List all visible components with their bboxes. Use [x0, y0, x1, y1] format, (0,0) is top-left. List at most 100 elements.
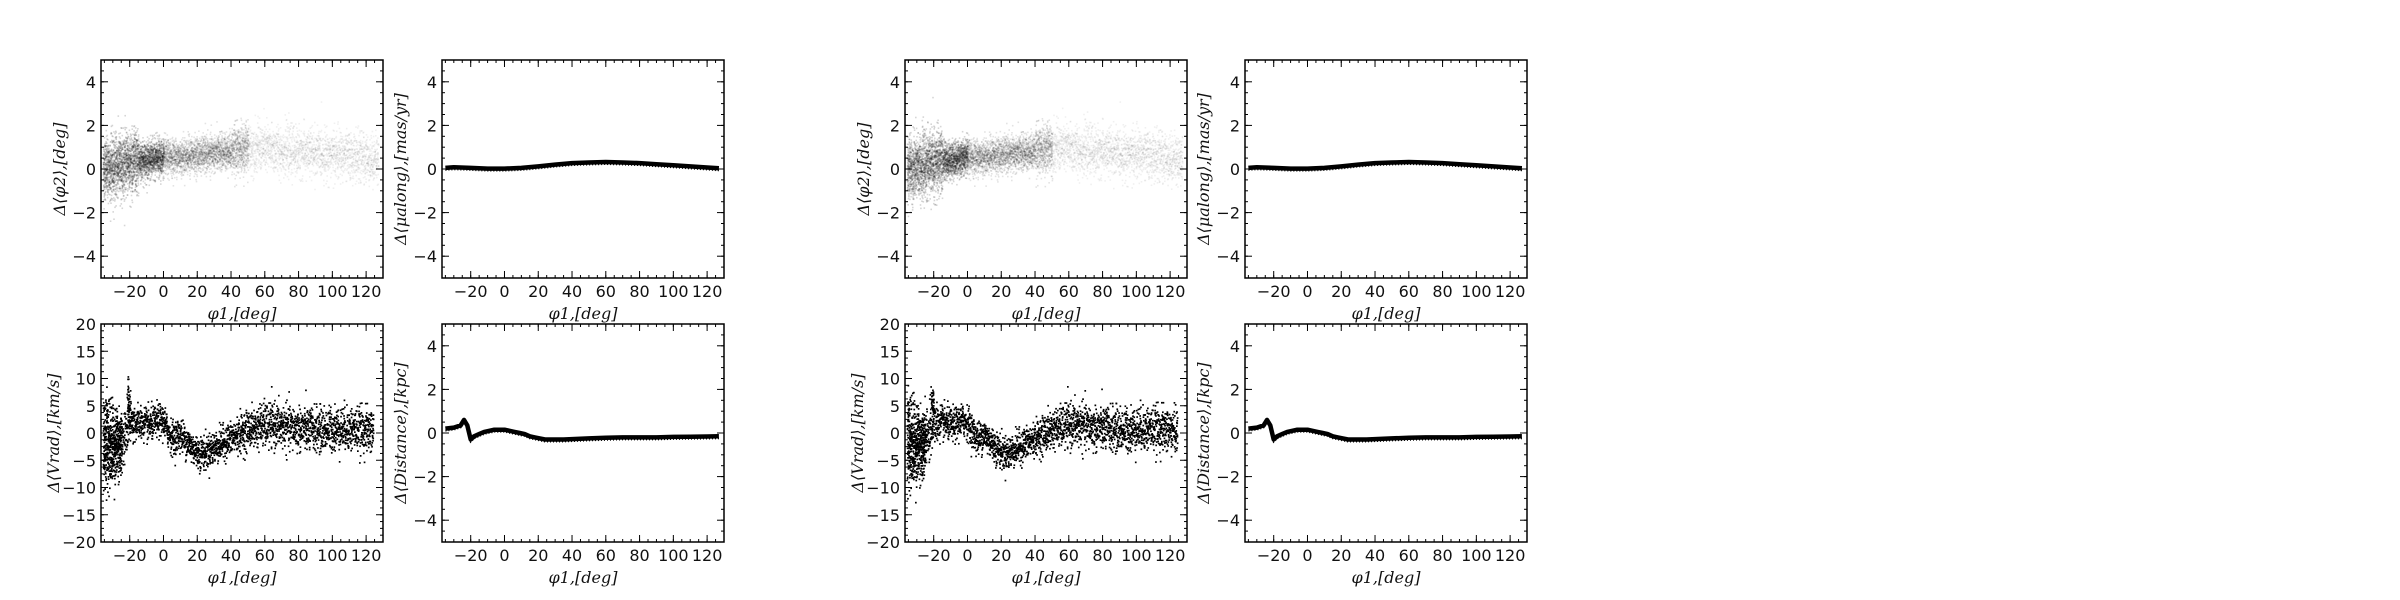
data-point — [146, 163, 149, 165]
data-point — [112, 162, 115, 164]
data-point — [181, 157, 184, 159]
data-point — [156, 135, 159, 137]
data-point — [143, 156, 145, 159]
data-point — [190, 149, 192, 152]
data-point — [153, 157, 155, 160]
data-point — [108, 149, 111, 152]
data-point — [103, 144, 106, 147]
data-point — [154, 158, 157, 160]
data-point — [161, 163, 163, 166]
data-point — [150, 149, 153, 151]
data-point — [115, 146, 118, 148]
data-point — [159, 168, 162, 171]
data-point — [149, 164, 151, 166]
data-point — [128, 155, 130, 158]
data-point — [114, 190, 117, 193]
data-point — [116, 172, 119, 175]
data-point — [157, 165, 159, 167]
data-point — [158, 149, 160, 151]
data-point — [192, 163, 195, 166]
data-point — [133, 173, 136, 176]
data-point — [180, 144, 183, 147]
data-point — [215, 147, 217, 150]
data-point — [223, 146, 225, 149]
data-point — [139, 167, 141, 170]
data-point — [134, 184, 137, 186]
data-point — [135, 180, 138, 182]
data-point — [156, 145, 158, 148]
data-point — [196, 158, 199, 160]
data-point — [172, 159, 175, 161]
data-point — [129, 180, 131, 183]
data-point — [157, 137, 159, 140]
data-point — [134, 154, 136, 157]
data-point — [186, 159, 188, 162]
data-point — [145, 147, 147, 150]
data-point — [141, 145, 143, 147]
data-point — [129, 205, 131, 208]
data-point — [208, 151, 210, 153]
data-point — [151, 160, 153, 162]
data-point — [104, 198, 107, 201]
data-point — [118, 165, 120, 167]
data-point — [200, 140, 202, 143]
data-point — [162, 155, 164, 157]
data-point — [216, 156, 218, 159]
data-point — [190, 138, 192, 141]
data-point — [166, 160, 168, 162]
data-point — [119, 141, 122, 144]
data-point — [109, 154, 112, 156]
data-point — [127, 171, 129, 173]
data-point — [138, 171, 140, 174]
data-point — [123, 140, 125, 143]
data-point — [136, 155, 139, 158]
data-point — [153, 167, 156, 169]
data-point — [213, 144, 216, 147]
data-point — [109, 160, 111, 163]
data-point — [103, 172, 105, 175]
data-point — [167, 159, 169, 162]
data-point — [161, 143, 164, 146]
data-point — [213, 146, 216, 148]
data-point — [120, 198, 123, 201]
data-point — [102, 171, 105, 173]
data-point — [229, 131, 232, 133]
data-point — [122, 141, 124, 144]
data-point — [216, 156, 218, 158]
data-point — [196, 162, 199, 164]
data-point — [215, 145, 218, 148]
data-point — [221, 135, 223, 137]
data-point — [129, 179, 132, 181]
data-point — [156, 158, 159, 161]
data-point — [197, 143, 199, 145]
data-point — [104, 185, 107, 188]
data-point — [142, 157, 144, 160]
data-point — [133, 155, 135, 158]
data-point — [197, 144, 200, 147]
data-point — [146, 146, 148, 148]
data-point — [197, 142, 200, 144]
data-point — [109, 187, 111, 190]
data-point — [124, 177, 126, 180]
data-point — [208, 148, 211, 150]
data-point — [151, 167, 154, 169]
data-point — [122, 169, 125, 171]
data-point — [198, 145, 200, 147]
data-point — [132, 145, 135, 148]
data-point — [136, 149, 139, 152]
data-point — [152, 166, 154, 168]
data-point — [133, 137, 136, 139]
data-point — [216, 138, 219, 141]
data-point — [182, 165, 185, 167]
data-point — [140, 141, 142, 144]
data-point — [126, 167, 128, 170]
data-point — [162, 163, 164, 165]
data-point — [142, 155, 145, 158]
data-point — [158, 156, 160, 159]
data-point — [125, 196, 127, 199]
data-point — [130, 148, 133, 150]
data-point — [125, 158, 128, 160]
data-point — [166, 164, 169, 166]
data-point — [191, 166, 193, 168]
data-point — [213, 164, 215, 167]
